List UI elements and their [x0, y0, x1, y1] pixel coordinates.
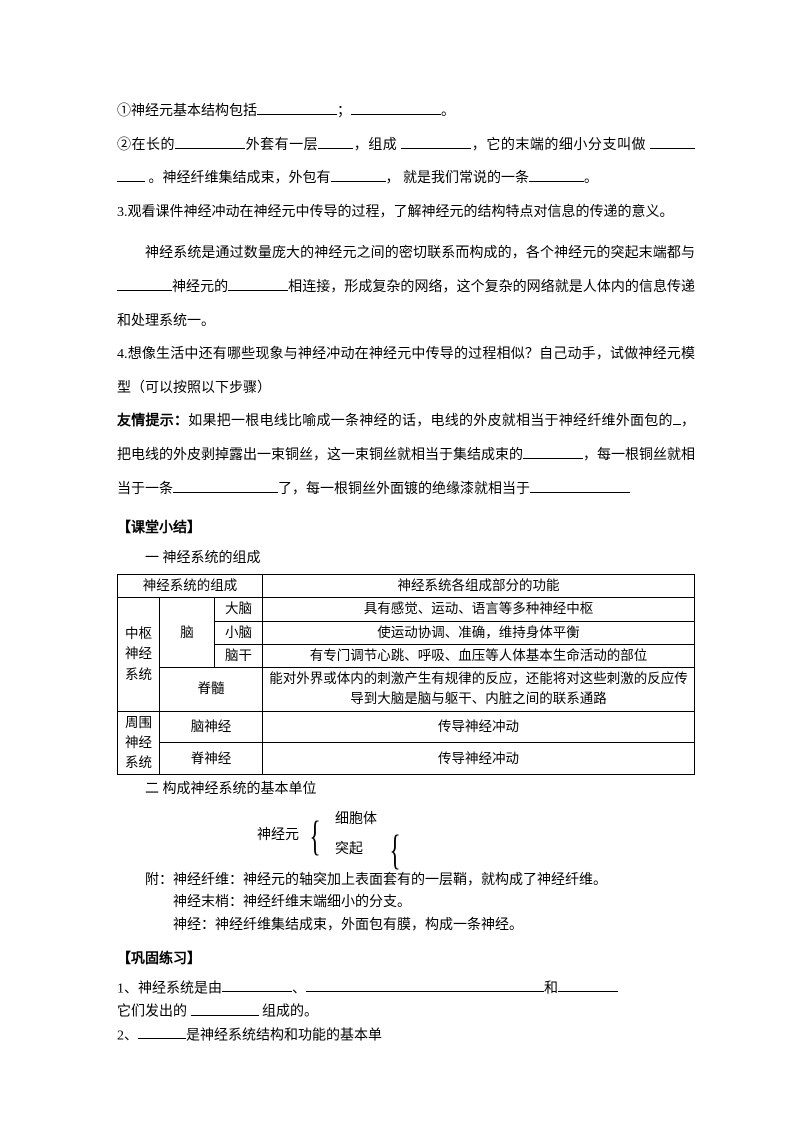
q2-e: 。神经纤维集结成束，外包有: [145, 171, 331, 186]
cell-spinal-func: 能对外界或体内的刺激产生有规律的反应，还能将对这些刺激的反应传导到大脑是脑与躯干…: [263, 668, 695, 712]
paragraph-4: 神经系统是通过数量庞大的神经元之间的密切联系而构成的，各个神经元的突起末端都与神…: [117, 237, 695, 338]
blank[interactable]: [228, 276, 288, 291]
cell-pns: 周围神经系统: [118, 711, 160, 775]
blank[interactable]: [318, 133, 353, 148]
p4-a: 神经系统是通过数量庞大的神经元之间的密切联系而构成的，各个神经元的突起末端都与: [145, 246, 695, 261]
appendix-line: 神经：神经纤维集结成束，外面包有膜，构成一条神经。: [145, 915, 695, 937]
blank[interactable]: [331, 167, 386, 182]
cell-cranial: 脑神经: [160, 711, 263, 743]
question-4: 4.想像生活中还有哪些现象与神经冲动在神经元中传导的过程相似？自己动手，试做神经…: [117, 338, 695, 405]
p4-b: 神经元的: [172, 280, 228, 295]
q2-f: ， 就是我们常说的一条: [386, 171, 530, 186]
table-row: 脊髓 能对外界或体内的刺激产生有规律的反应，还能将对这些刺激的反应传导到大脑是脑…: [118, 668, 695, 712]
q2-b: 外套有一层: [245, 138, 318, 153]
blank[interactable]: [117, 167, 145, 182]
practice-q1: 1、神经系统是由 、 和 它们发出的 组成的。: [117, 977, 695, 1025]
blank[interactable]: [523, 444, 583, 459]
cell-spinal: 脊髓: [160, 668, 263, 712]
blank[interactable]: [401, 133, 471, 148]
question-3: 3.观看课件神经冲动在神经元中传导的过程，了解神经元的结构特点对信息的传递的意义…: [117, 196, 695, 230]
p1-c: 和: [544, 981, 558, 996]
blank[interactable]: [364, 977, 544, 992]
neuron-diagram: 神经元 { 细胞体 突起 {: [257, 810, 695, 862]
cell-cns: 中枢神经系统: [118, 598, 160, 711]
p1-e: 组成的。: [259, 1005, 319, 1020]
blank[interactable]: [175, 133, 245, 148]
brace-icon: {: [390, 822, 401, 881]
appendix: 附：神经纤维：神经元的轴突加上表面套有的一层鞘，就构成了神经纤维。 神经末梢：神…: [145, 870, 695, 937]
cell-nao-gan-func: 有专门调节心跳、呼吸、血压等人体基本生命活动的部位: [263, 644, 695, 667]
blank[interactable]: [306, 977, 364, 992]
practice-title: 【巩固练习】: [117, 943, 695, 977]
q1-sep: ；: [337, 104, 351, 119]
blank[interactable]: [530, 477, 630, 492]
p2-a: 2、: [117, 1028, 138, 1043]
cell-xiao-nao: 小脑: [215, 621, 263, 644]
blank[interactable]: [351, 100, 441, 115]
summary-title: 【课堂小结】: [117, 512, 695, 546]
cell-xiao-nao-func: 使运动协调、准确，维持身体平衡: [263, 621, 695, 644]
p1-b: 、: [292, 981, 306, 996]
summary-sub1: 一 神经系统的组成: [117, 548, 695, 570]
neuron-process: 突起: [335, 840, 363, 860]
cell-da-nao-func: 具有感觉、运动、语言等多种神经中枢: [263, 598, 695, 621]
cell-spinal-nerve-func: 传导神经冲动: [263, 743, 695, 775]
table-header: 神经系统各组成部分的功能: [263, 575, 695, 598]
blank[interactable]: [673, 410, 681, 425]
practice-q2: 2、 是神经系统结构和功能的基本单: [117, 1024, 695, 1048]
p2-b: 是神经系统结构和功能的基本单: [186, 1028, 382, 1043]
blank[interactable]: [650, 133, 695, 148]
blank[interactable]: [558, 977, 618, 992]
neuron-label: 神经元: [257, 826, 299, 846]
table-header: 神经系统的组成: [118, 575, 263, 598]
cell-spinal-nerve: 脊神经: [160, 743, 263, 775]
question-1: ①神经元基本结构包括 ； 。: [117, 95, 695, 129]
q2-c: ，组成: [353, 138, 401, 153]
hint-label: 友情提示：: [117, 414, 188, 429]
question-2: ②在长的 外套有一层 ，组成 ，它的末端的细小分支叫做 。神经纤维集结成束，外包有 ，…: [117, 129, 695, 196]
table-row: 中枢神经系统 脑 大脑 具有感觉、运动、语言等多种神经中枢: [118, 598, 695, 621]
blank[interactable]: [529, 167, 584, 182]
neuron-cell-body: 细胞体: [335, 810, 377, 830]
brace-icon: {: [310, 808, 321, 867]
nervous-system-table: 神经系统的组成 神经系统各组成部分的功能 中枢神经系统 脑 大脑 具有感觉、运动…: [117, 574, 695, 775]
appendix-line: 附：神经纤维：神经元的轴突加上表面套有的一层鞘，就构成了神经纤维。: [145, 870, 695, 892]
cell-da-nao: 大脑: [215, 598, 263, 621]
blank[interactable]: [191, 1000, 259, 1015]
cell-nao-gan: 脑干: [215, 644, 263, 667]
blank[interactable]: [117, 276, 172, 291]
appendix-line: 神经末梢：神经纤维末端细小的分支。: [145, 892, 695, 914]
blank[interactable]: [257, 100, 337, 115]
q2-d: ，它的末端的细小分支叫做: [471, 138, 650, 153]
q1-text: ①神经元基本结构包括: [117, 104, 257, 119]
cell-brain: 脑: [160, 598, 215, 668]
blank[interactable]: [138, 1024, 186, 1039]
hint-a: 如果把一根电线比喻成一条神经的话，电线的外皮就相当于神经纤维外面包的: [188, 414, 673, 429]
table-row: 周围神经系统 脑神经 传导神经冲动: [118, 711, 695, 743]
blank[interactable]: [173, 477, 278, 492]
p1-d: 它们发出的: [117, 1005, 191, 1020]
hint-d: 了，每一根铜丝外面镀的绝缘漆就相当于: [278, 482, 530, 497]
table-row: 神经系统的组成 神经系统各组成部分的功能: [118, 575, 695, 598]
table-row: 脊神经 传导神经冲动: [118, 743, 695, 775]
summary-sub2: 二 构成神经系统的基本单位: [117, 779, 695, 801]
q2-g: 。: [584, 171, 598, 186]
hint-paragraph: 友情提示：如果把一根电线比喻成一条神经的话，电线的外皮就相当于神经纤维外面包的，…: [117, 405, 695, 506]
q1-period: 。: [441, 104, 455, 119]
cell-cranial-func: 传导神经冲动: [263, 711, 695, 743]
blank[interactable]: [222, 977, 292, 992]
p1-a: 1、神经系统是由: [117, 981, 222, 996]
q2-a: ②在长的: [117, 138, 175, 153]
